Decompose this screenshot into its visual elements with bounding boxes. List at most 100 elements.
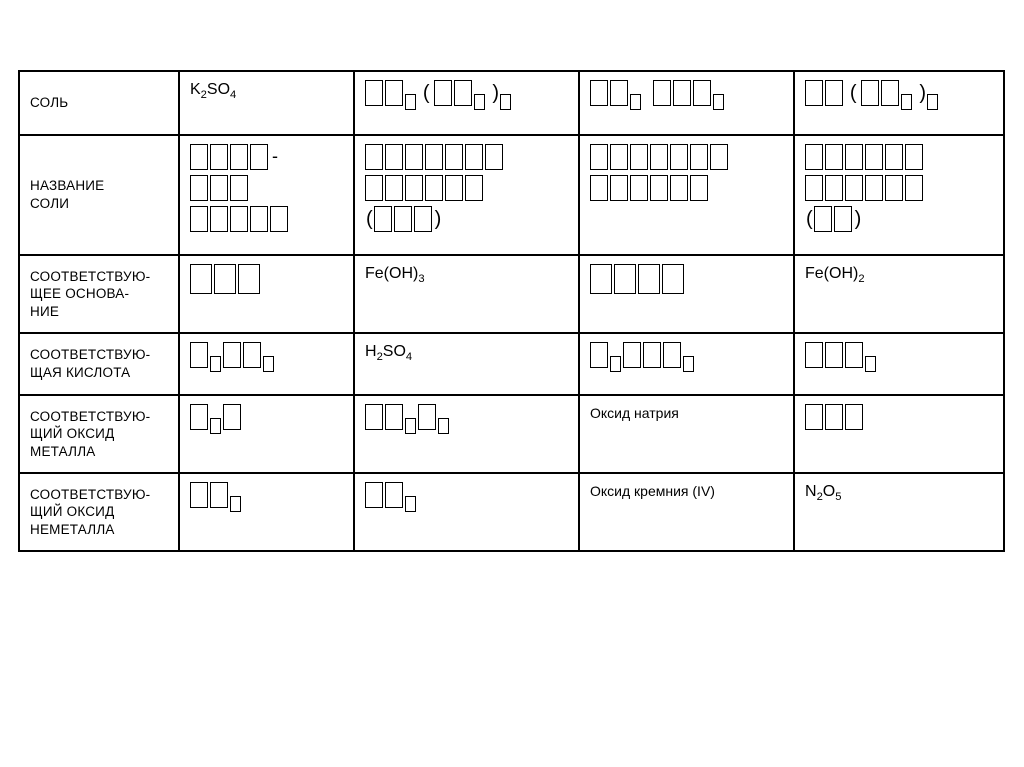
blank-box [474,94,485,110]
blank-box [662,264,684,294]
cell-acid-2: H2SO4 [354,333,579,395]
table-row: СООТВЕТСТВУЮ-ЩЕЕ ОСНОВА-НИЕ Fe(OH)3 Fe(O… [19,255,1004,333]
blank-box [190,175,208,201]
blank-box [805,404,823,430]
paren-close: ) [435,206,442,232]
blank-box [365,482,383,508]
text-sodium-oxide: Оксид натрия [590,405,679,421]
blank-box [710,144,728,170]
blank-box [230,175,248,201]
blank-box [610,175,628,201]
table-row: СООТВЕТСТВУЮ-ЩАЯ КИСЛОТА H2SO4 [19,333,1004,395]
blank-box [434,80,452,106]
blank-box [845,342,863,368]
blank-box [590,264,612,294]
blank-box [653,80,671,106]
blank-box [230,496,241,512]
blank-box [485,144,503,170]
cell-base-2: Fe(OH)3 [354,255,579,333]
blank-box [425,175,443,201]
blank-box [230,144,248,170]
blank-box [805,80,823,106]
blank-box [374,206,392,232]
blank-box [190,404,208,430]
blank-box [190,264,212,294]
blank-box [865,175,883,201]
cell-nmox-3: Оксид кремния (IV) [579,473,794,551]
row-label-saltname: НАЗВАНИЕСОЛИ [19,135,179,255]
blank-box [385,80,403,106]
text-silicon-oxide: Оксид кремния (IV) [590,483,715,499]
blank-box [630,144,648,170]
cell-mox-2 [354,395,579,473]
paren-open: ( [366,206,373,232]
blank-box [805,144,823,170]
blank-box [901,94,912,110]
blank-box [418,404,436,430]
cell-name-4: () [794,135,1004,255]
formula-feoh3: Fe(OH)3 [365,265,425,282]
blank-box [223,342,241,368]
blank-box [683,356,694,372]
cell-salt-3 [579,71,794,135]
row-label-metal-oxide: СООТВЕТСТВУЮ-ЩИЙ ОКСИДМЕТАЛЛА [19,395,179,473]
blank-box [610,144,628,170]
blank-box [394,206,412,232]
cell-salt-2: ( ) [354,71,579,135]
blank-box [210,482,228,508]
cell-base-3 [579,255,794,333]
blank-box [190,482,208,508]
formula-n2o5: N2O5 [805,483,841,500]
row-label-base: СООТВЕТСТВУЮ-ЩЕЕ ОСНОВА-НИЕ [19,255,179,333]
blank-box [500,94,511,110]
blank-box [590,144,608,170]
blank-box [905,144,923,170]
blank-box [210,144,228,170]
blank-box [825,175,843,201]
blank-box [927,94,938,110]
blank-box [845,175,863,201]
blank-box [365,80,383,106]
blank-box [250,144,268,170]
blank-box [190,144,208,170]
cell-nmox-4: N2O5 [794,473,1004,551]
blank-box [405,144,423,170]
blank-box [623,342,641,368]
blank-box [825,342,843,368]
blank-box [210,206,228,232]
blank-box [414,206,432,232]
hyphen: - [272,145,278,168]
cell-name-2: () [354,135,579,255]
blank-box [670,144,688,170]
blank-box [650,175,668,201]
blank-box [861,80,879,106]
blank-box [445,144,463,170]
cell-acid-1 [179,333,354,395]
row-label-salt: СОЛЬ [19,71,179,135]
cell-base-1 [179,255,354,333]
blank-box [190,342,208,368]
blank-box [610,80,628,106]
blank-box [385,144,403,170]
paren-close: ) [855,206,862,232]
blank-box [590,175,608,201]
blank-box [881,80,899,106]
blank-box [865,356,876,372]
paren-open: ( [423,80,430,106]
row-label-acid: СООТВЕТСТВУЮ-ЩАЯ КИСЛОТА [19,333,179,395]
blank-box [445,175,463,201]
blank-box [250,206,268,232]
blank-box [405,94,416,110]
blank-box [210,356,221,372]
blank-box [385,482,403,508]
blank-box [385,404,403,430]
blank-box [230,206,248,232]
blank-box [425,144,443,170]
paren-close: ) [919,80,926,106]
blank-box [223,404,241,430]
blank-box [190,206,208,232]
cell-name-1: - [179,135,354,255]
blank-box [243,342,261,368]
blank-box [690,175,708,201]
blank-box [673,80,691,106]
